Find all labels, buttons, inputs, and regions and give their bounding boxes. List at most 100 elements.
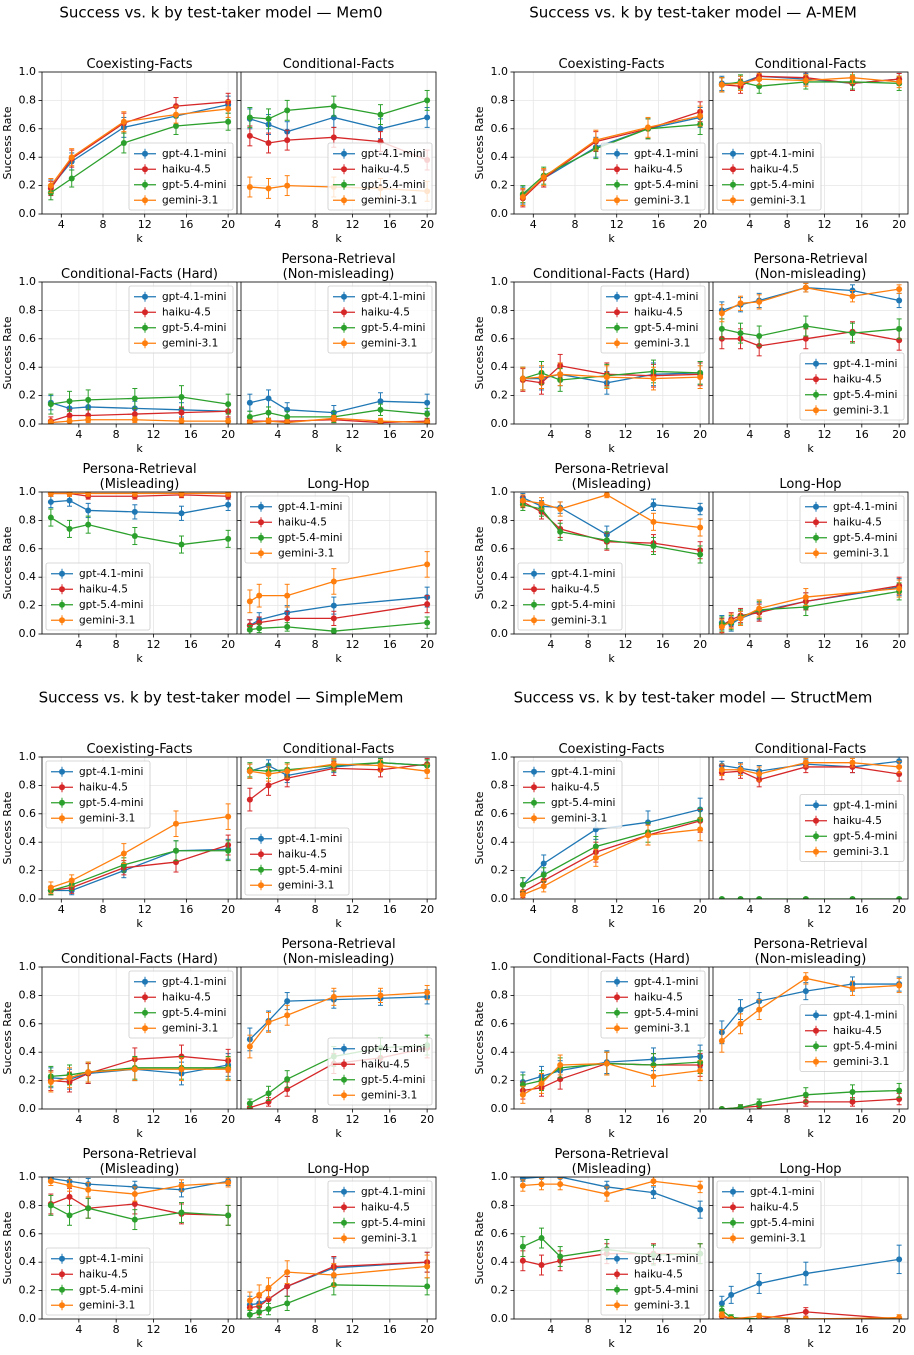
y-tick-label: 0.0 — [19, 1312, 37, 1325]
panel-title: Conditional-Facts — [283, 57, 395, 72]
y-tick-label: 0.2 — [491, 1074, 509, 1087]
x-tick-label: 16 — [855, 638, 869, 651]
legend-box — [128, 142, 234, 211]
data-point — [538, 1181, 545, 1188]
y-tick-label: 0.6 — [491, 1017, 509, 1030]
axes-frame — [240, 71, 437, 215]
data-point — [178, 541, 185, 548]
legend-marker — [341, 1076, 347, 1083]
series-line — [522, 504, 701, 556]
data-point — [896, 982, 903, 989]
legend-marker — [614, 309, 620, 316]
legend-label: gemini-3.1 — [278, 547, 334, 559]
data-point — [697, 374, 704, 381]
panel-title: Conditional-Facts (Hard) — [61, 952, 218, 967]
x-tick-label: 8 — [312, 903, 319, 916]
y-tick-label: 0.8 — [491, 778, 509, 791]
legend-marker — [730, 197, 736, 204]
data-point — [284, 1300, 291, 1307]
data-point — [225, 501, 232, 508]
legend-label: gpt-4.1-mini — [551, 568, 615, 580]
legend: gpt-4.1-mini haiku-4.5 gpt-5.4-mini gemini-… — [517, 760, 623, 829]
y-axis-label: Success Rate — [1, 316, 14, 389]
data-point — [131, 416, 138, 423]
legend: gpt-4.1-mini haiku-4.5 gpt-5.4-mini gemini-… — [517, 562, 623, 631]
legend: gpt-4.1-mini haiku-4.5 gpt-5.4-mini gemini-… — [799, 495, 905, 564]
y-tick-label: 0.4 — [19, 1255, 37, 1268]
x-tick-label: 12 — [618, 1323, 632, 1336]
data-point — [802, 594, 809, 601]
legend: gpt-4.1-mini haiku-4.5 gpt-5.4-mini gemini-… — [244, 827, 350, 896]
plot-area — [519, 353, 704, 395]
x-tick-label: 8 — [585, 1323, 592, 1336]
data-point — [896, 325, 903, 332]
legend-label: haiku-4.5 — [833, 516, 882, 528]
legend: gpt-4.1-mini haiku-4.5 gpt-5.4-mini gemini-… — [600, 970, 706, 1039]
x-axis-label: k — [335, 652, 342, 665]
data-point — [265, 1284, 272, 1291]
data-point — [265, 1306, 272, 1313]
legend-label: gpt-4.1-mini — [634, 148, 698, 160]
x-tick-label: 16 — [383, 1113, 397, 1126]
panel-title: Persona-Retrieval (Misleading) — [82, 462, 196, 492]
data-point — [377, 992, 384, 999]
x-tick-label: 4 — [58, 903, 65, 916]
legend-label: gemini-3.1 — [833, 547, 889, 559]
y-tick-label: 0.2 — [491, 179, 509, 192]
y-tick-label: 0.4 — [491, 1255, 509, 1268]
x-axis-label: k — [136, 1337, 143, 1350]
series-line — [50, 1180, 229, 1195]
legend-marker — [614, 994, 620, 1001]
legend-marker — [813, 1012, 819, 1019]
data-point — [68, 154, 75, 161]
legend-marker — [813, 848, 819, 855]
panel-title: Coexisting-Facts — [558, 57, 664, 72]
axes-frame — [41, 491, 238, 635]
data-point — [849, 759, 856, 766]
legend-label: gemini-3.1 — [361, 1232, 417, 1244]
legend-label: haiku-4.5 — [750, 163, 799, 175]
data-point — [47, 884, 54, 891]
legend-marker — [59, 601, 65, 608]
data-point — [650, 1189, 657, 1196]
y-tick-label: 1.0 — [19, 275, 37, 288]
x-tick-label: 4 — [274, 428, 281, 441]
legend-label: gpt-5.4-mini — [79, 797, 143, 809]
data-point — [697, 506, 704, 513]
axes-frame — [513, 491, 710, 635]
data-point — [225, 1066, 232, 1073]
panel-title: Persona-Retrieval (Misleading) — [554, 462, 668, 492]
series-line — [50, 1055, 229, 1083]
x-tick-label: 12 — [345, 428, 359, 441]
legend-label: gpt-5.4-mini — [551, 797, 615, 809]
data-point — [737, 300, 744, 307]
data-point — [802, 975, 809, 982]
panel: Coexisting-Facts 0.0 0.2 0.4 0.6 0.8 1.0 4 8 12 16… — [1, 742, 238, 930]
data-point — [650, 542, 657, 549]
data-point — [66, 398, 73, 405]
data-point — [424, 97, 431, 104]
data-point — [896, 585, 903, 592]
legend-box — [128, 970, 234, 1039]
data-point — [256, 1308, 263, 1315]
series-line — [50, 1068, 229, 1083]
panel: Persona-Retrieval (Misleading) 0.0 0.2 0.4 0.… — [1, 462, 238, 665]
x-tick-label: 16 — [855, 218, 869, 231]
data-point — [737, 80, 744, 87]
legend-marker — [813, 503, 819, 510]
figure-title: Success vs. k by test-taker model — Simp… — [39, 689, 404, 707]
plot-area — [246, 757, 431, 812]
data-point — [424, 411, 431, 418]
panel: Coexisting-Facts 0.0 0.2 0.4 0.6 0.8 1.0 4 8 12 16… — [473, 742, 710, 930]
data-point — [644, 124, 651, 131]
y-tick-label: 1.0 — [19, 485, 37, 498]
x-axis-label: k — [807, 1127, 814, 1140]
data-point — [265, 1019, 272, 1026]
x-tick-label: 20 — [892, 218, 906, 231]
legend-label: haiku-4.5 — [833, 1025, 882, 1037]
x-tick-label: 8 — [113, 1113, 120, 1126]
x-tick-label: 8 — [585, 638, 592, 651]
data-point — [225, 418, 232, 424]
legend-marker — [59, 768, 65, 775]
legend-marker — [59, 799, 65, 806]
